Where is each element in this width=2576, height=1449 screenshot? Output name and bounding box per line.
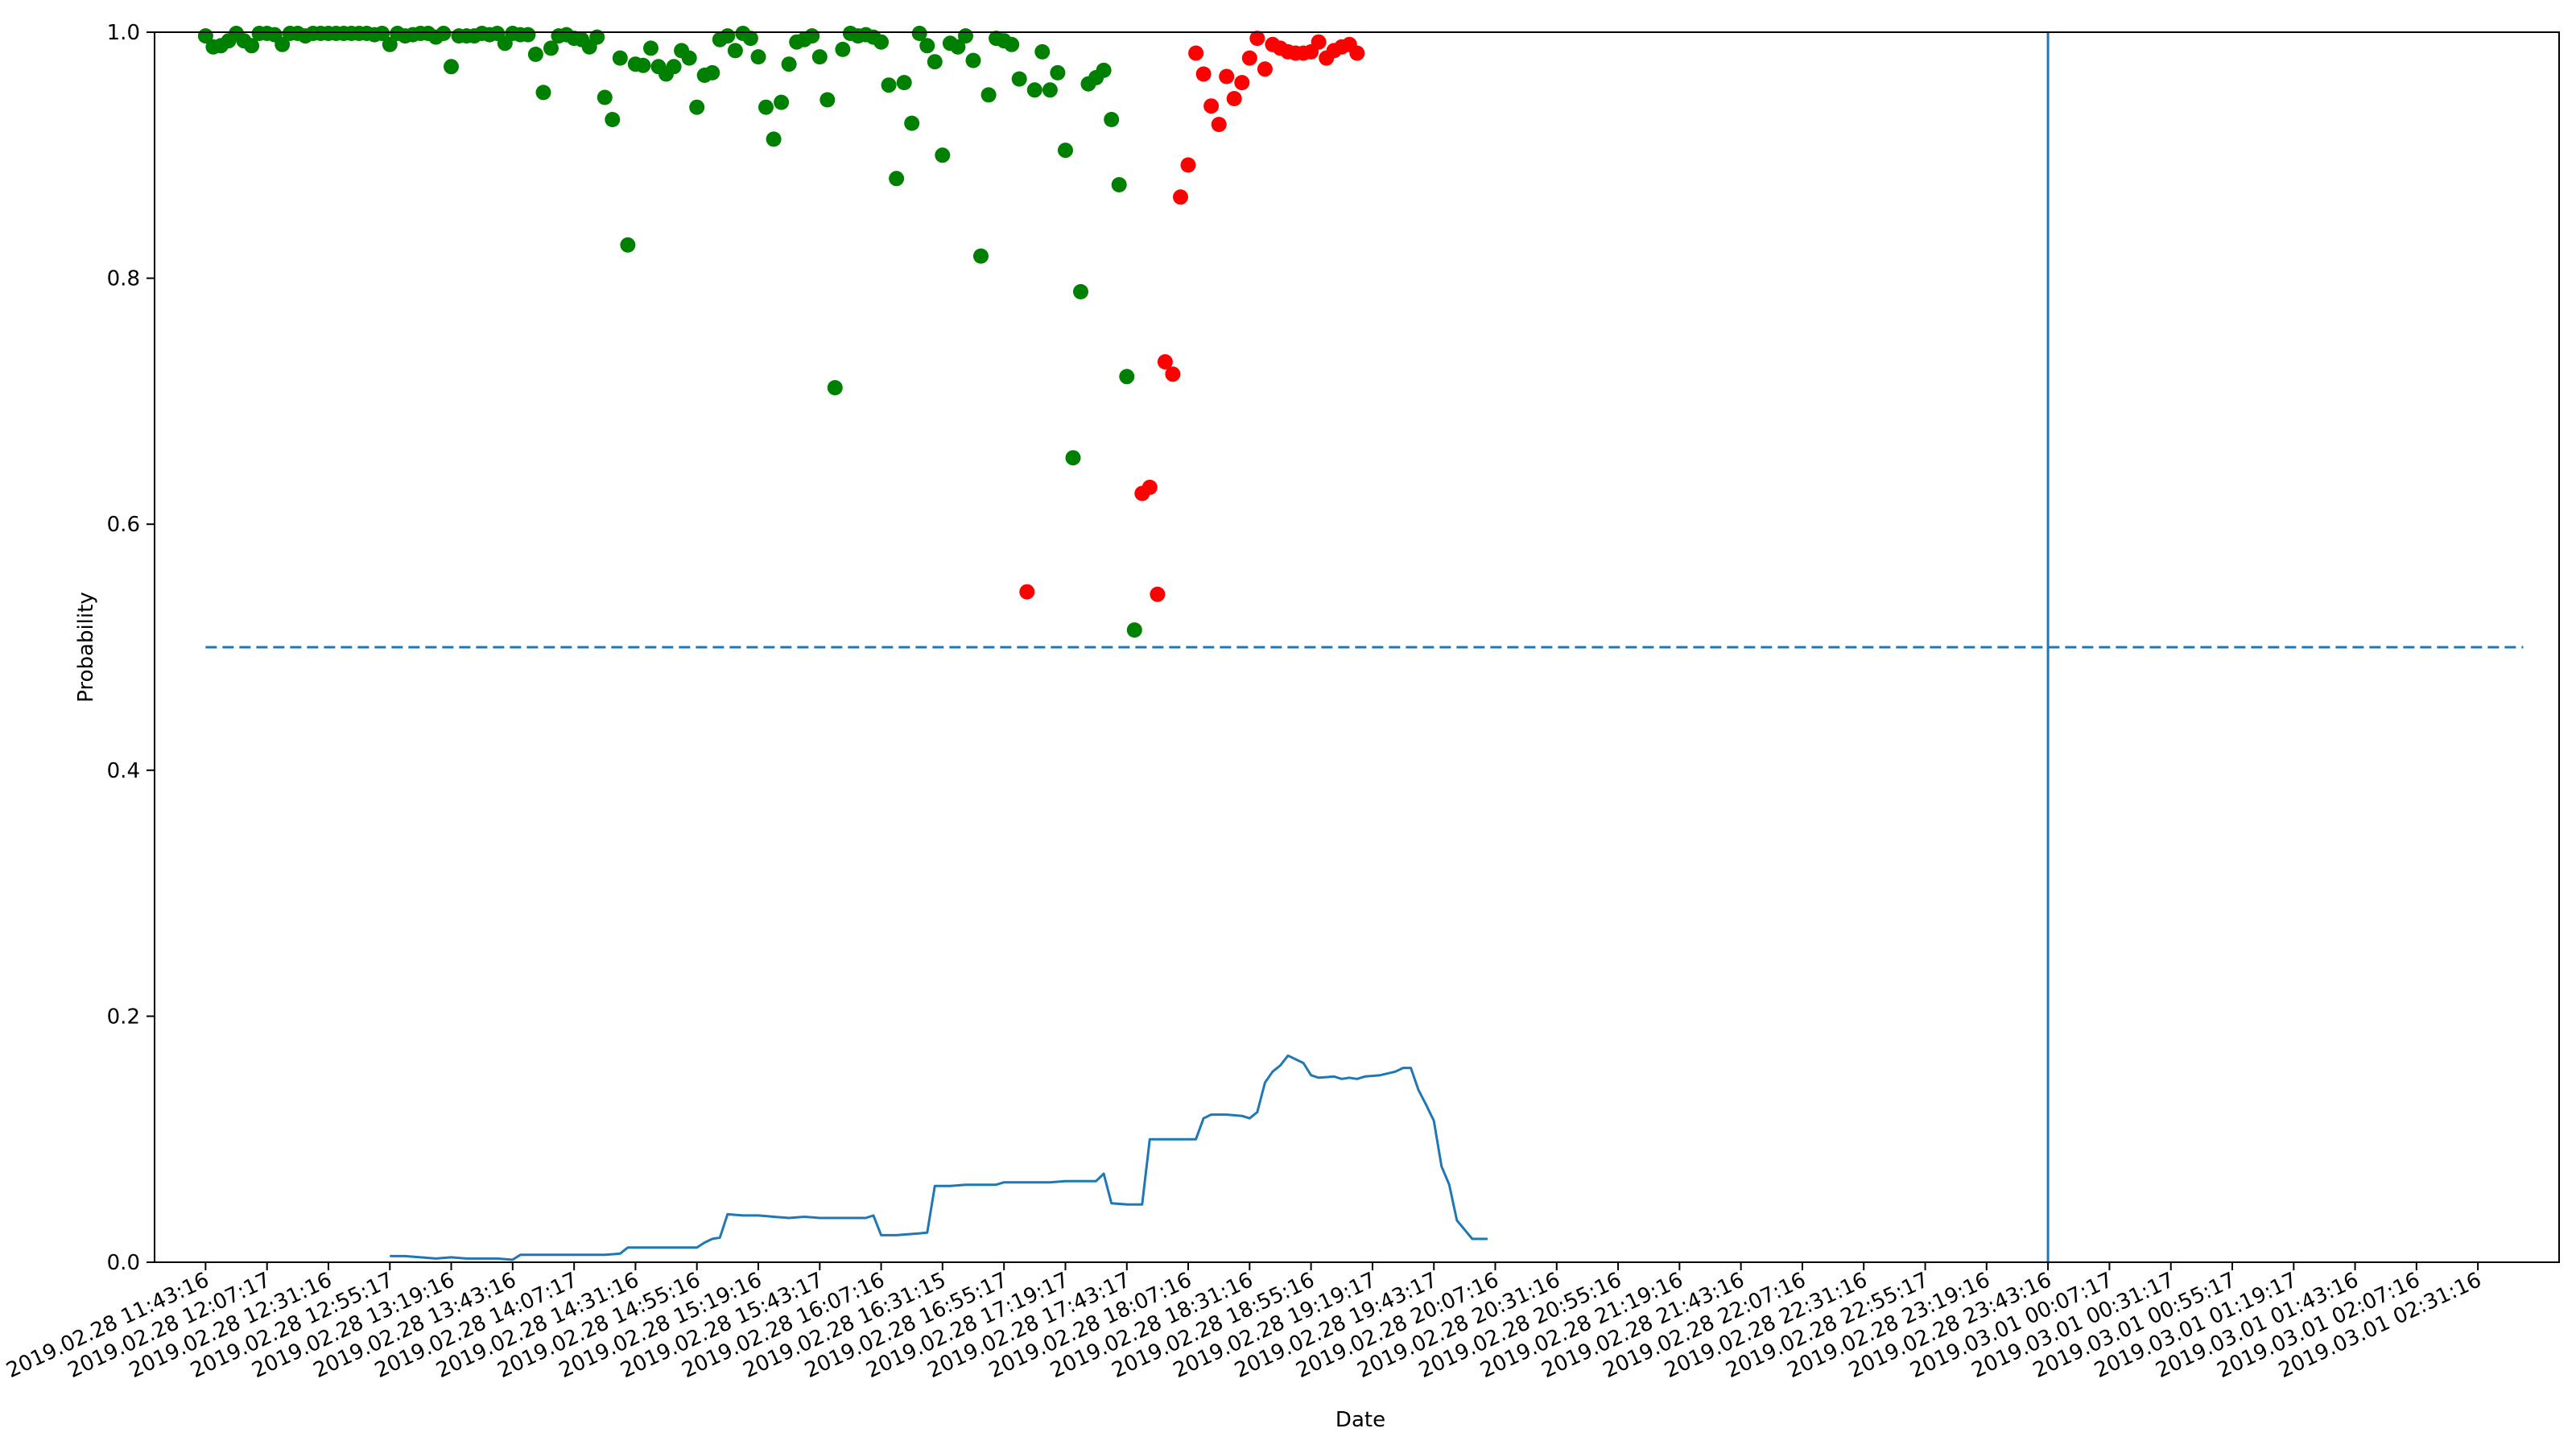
green-point [382, 36, 398, 52]
green-point [520, 27, 536, 43]
green-point [1073, 283, 1088, 299]
green-point [620, 237, 636, 253]
green-point [873, 34, 890, 50]
green-point [1042, 82, 1058, 98]
plot-frame [154, 31, 2560, 1263]
green-point [911, 26, 927, 41]
green-point [689, 99, 705, 115]
y-tick-label: 0.2 [107, 1005, 140, 1029]
green-point [935, 147, 951, 163]
green-point [1050, 64, 1066, 80]
red-point [1019, 584, 1035, 600]
green-point [827, 380, 843, 396]
green-point [742, 31, 758, 47]
series-line [390, 1054, 1488, 1261]
red-point [1349, 45, 1365, 61]
green-point [774, 94, 790, 110]
red-point [1203, 98, 1220, 114]
red-point [1249, 31, 1265, 47]
green-point [1126, 622, 1142, 638]
green-point [643, 40, 658, 56]
green-point [811, 49, 828, 65]
y-tick-label: 1.0 [107, 21, 140, 45]
red-point [1141, 479, 1158, 495]
green-point [704, 64, 720, 80]
red-point [1195, 66, 1212, 82]
green-point [758, 99, 774, 115]
green-point [720, 28, 736, 44]
green-point [804, 28, 820, 44]
green-point [881, 77, 897, 93]
green-point [965, 52, 981, 68]
green-point [1011, 71, 1027, 87]
green-point [635, 57, 651, 73]
green-point [889, 171, 905, 187]
green-point [950, 39, 966, 55]
green-point [927, 54, 943, 70]
green-point [1026, 82, 1042, 98]
green-point [819, 92, 836, 108]
green-point [543, 40, 559, 56]
green-point [980, 87, 997, 103]
y-axis-label: Probability [74, 592, 98, 702]
red-point [1241, 50, 1257, 66]
green-point [1004, 36, 1020, 52]
marks-layer [197, 26, 2524, 1262]
red-point [1150, 586, 1166, 602]
red-point [1165, 366, 1181, 382]
red-point [1234, 75, 1250, 91]
green-point [973, 248, 989, 264]
y-tick-label: 0.0 [107, 1251, 140, 1275]
green-point [535, 85, 551, 101]
red-point [1257, 61, 1273, 77]
green-point [666, 59, 682, 75]
red-point [1219, 68, 1235, 85]
green-point [1111, 177, 1127, 192]
y-tick-label: 0.8 [107, 267, 140, 291]
green-point [766, 131, 782, 147]
green-point [904, 115, 920, 131]
green-point [597, 89, 613, 105]
green-point [589, 29, 605, 45]
green-point [374, 26, 390, 41]
green-point [1065, 450, 1081, 466]
red-point [1157, 354, 1173, 369]
green-point [1034, 43, 1051, 60]
green-point [727, 43, 743, 59]
green-point [1104, 112, 1120, 127]
green-point [681, 50, 697, 66]
green-point [919, 38, 935, 54]
green-point [1096, 62, 1112, 78]
green-point [896, 75, 912, 91]
red-point [1173, 189, 1188, 205]
green-point [835, 41, 851, 57]
green-point [1058, 142, 1073, 159]
green-point [781, 56, 797, 72]
green-point [605, 112, 621, 127]
y-tick-label: 0.4 [107, 759, 140, 783]
red-point [1188, 45, 1204, 61]
y-tick-label: 0.6 [107, 513, 140, 537]
red-point [1211, 117, 1227, 133]
green-point [612, 50, 628, 66]
red-point [1226, 91, 1242, 106]
green-point [1119, 369, 1135, 385]
green-point [444, 59, 459, 75]
green-point [436, 26, 452, 41]
x-axis-label: Date [1335, 1408, 1385, 1432]
red-point [1180, 157, 1196, 173]
green-point [750, 49, 766, 65]
red-point [1311, 34, 1327, 50]
green-point [244, 38, 260, 54]
y-axis: 0.0 0.2 0.4 0.6 0.8 1.0 [107, 21, 155, 1275]
green-point [275, 36, 291, 52]
green-point [527, 47, 543, 62]
green-point [958, 28, 973, 44]
